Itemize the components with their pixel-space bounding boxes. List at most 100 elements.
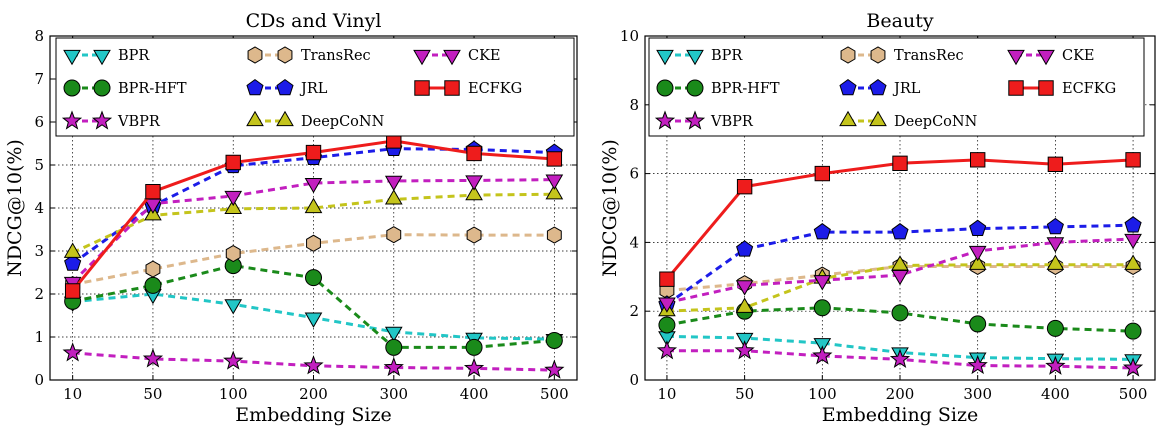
data-point-vbpr bbox=[303, 355, 324, 375]
legend-marker bbox=[684, 110, 706, 130]
x-tick-label: 10 bbox=[63, 385, 82, 403]
legend-box bbox=[55, 37, 575, 137]
series-vbpr bbox=[62, 342, 565, 379]
legend-marker bbox=[869, 78, 887, 96]
legend-box bbox=[648, 37, 1145, 137]
y-tick-label: 6 bbox=[34, 113, 44, 131]
legend-label: VBPR bbox=[710, 114, 754, 130]
chart-title: CDs and Vinyl bbox=[246, 10, 382, 32]
data-point-vbpr bbox=[62, 342, 83, 362]
legend-label: TransRec bbox=[894, 48, 964, 64]
series-deepconn bbox=[658, 254, 1142, 317]
data-point-cke bbox=[465, 175, 483, 191]
data-point-cke bbox=[813, 275, 832, 291]
legend-entry-ecfkg: ECFKG bbox=[1008, 80, 1116, 97]
x-tick-label: 50 bbox=[735, 385, 754, 403]
legend-marker bbox=[1008, 80, 1024, 96]
x-tick-label: 500 bbox=[1119, 385, 1148, 403]
data-point-bpr-hft bbox=[813, 299, 831, 317]
legend-entry-bpr: BPR bbox=[63, 48, 150, 66]
legend-label: ECFKG bbox=[1062, 81, 1116, 97]
legend-marker bbox=[246, 110, 264, 127]
data-point-cke bbox=[304, 177, 323, 194]
data-point-deepconn bbox=[384, 189, 403, 205]
legend: BPR TransRec CKE BPR-HFT JRL ECFKG VBPR DeepCoN… bbox=[648, 37, 1145, 137]
data-point-transrec bbox=[546, 226, 562, 244]
legend-marker bbox=[839, 78, 857, 96]
data-point-bpr-hft bbox=[305, 269, 322, 287]
data-point-bpr-hft bbox=[545, 331, 563, 349]
data-point-ecfkg bbox=[145, 183, 161, 200]
y-axis-label: NDCG@10(%) bbox=[4, 139, 26, 277]
y-tick-label: 5 bbox=[34, 156, 44, 174]
data-point-bpr-hft bbox=[658, 316, 676, 334]
y-tick-label: 4 bbox=[34, 199, 44, 217]
data-point-cke bbox=[658, 297, 676, 313]
y-tick-label: 0 bbox=[34, 371, 44, 389]
y-tick-label: 6 bbox=[629, 165, 639, 183]
series-cke bbox=[658, 233, 1142, 313]
series-ecfkg bbox=[64, 133, 563, 299]
data-point-vbpr bbox=[1045, 355, 1066, 375]
chart-cds-and-vinyl: 10 50 100 200 300 400 500 0 1 2 3 4 5 6 7 8 BPR TransRec C… bbox=[4, 10, 578, 426]
x-axis-label: Embedding Size bbox=[235, 404, 391, 426]
y-tick-label: 4 bbox=[629, 233, 639, 251]
data-point-ecfkg bbox=[305, 144, 322, 161]
data-point-cke bbox=[1124, 233, 1142, 250]
legend-marker bbox=[276, 110, 294, 127]
data-point-cke bbox=[384, 175, 403, 192]
legend-entry-vbpr: VBPR bbox=[61, 110, 161, 130]
data-point-jrl bbox=[1046, 217, 1064, 235]
legend-label: TransRec bbox=[301, 48, 371, 64]
chart-beauty: 10 50 100 200 300 400 500 0 2 4 6 8 10 BPR TransRec CKE… bbox=[599, 10, 1156, 426]
data-point-vbpr bbox=[656, 340, 678, 360]
legend-marker bbox=[840, 46, 856, 64]
data-point-deepconn bbox=[1046, 254, 1065, 270]
data-point-ecfkg bbox=[892, 155, 908, 171]
data-point-transrec bbox=[386, 226, 402, 244]
series-jrl bbox=[658, 216, 1142, 312]
data-point-deepconn bbox=[735, 297, 754, 313]
data-point-deepconn bbox=[465, 184, 483, 201]
legend: BPR TransRec CKE BPR-HFT JRL ECFKG VBPR DeepCoN… bbox=[55, 37, 575, 137]
legend-entry-deepconn: DeepCoNN bbox=[246, 110, 385, 130]
data-point-vbpr bbox=[383, 356, 404, 377]
legend-marker bbox=[246, 78, 264, 96]
data-point-bpr bbox=[384, 326, 403, 343]
legend-marker bbox=[1007, 49, 1025, 66]
legend-label: BPR-HFT bbox=[118, 81, 187, 97]
legend-marker bbox=[93, 79, 111, 97]
legend-entry-bpr-hft: BPR-HFT bbox=[63, 79, 187, 97]
data-point-ecfkg bbox=[64, 283, 81, 299]
legend-marker bbox=[686, 79, 704, 97]
x-tick-label: 400 bbox=[460, 385, 489, 403]
data-point-jrl bbox=[64, 254, 82, 271]
data-point-jrl bbox=[1124, 216, 1142, 233]
y-tick-label: 1 bbox=[34, 328, 44, 346]
data-point-bpr-hft bbox=[1124, 322, 1142, 340]
y-tick-label: 10 bbox=[620, 27, 639, 45]
legend-entry-cke: CKE bbox=[413, 48, 501, 66]
plot-frame bbox=[49, 35, 578, 381]
y-tick-label: 2 bbox=[629, 302, 639, 320]
data-point-vbpr bbox=[967, 354, 988, 375]
y-axis-label: NDCG@10(%) bbox=[599, 139, 621, 277]
data-point-deepconn bbox=[224, 198, 243, 214]
legend-entry-transrec: TransRec bbox=[247, 46, 371, 64]
legend-entry-bpr: BPR bbox=[656, 48, 743, 66]
x-tick-label: 300 bbox=[379, 385, 408, 403]
x-tick-label: 200 bbox=[886, 385, 915, 403]
x-tick-label: 50 bbox=[143, 385, 162, 403]
data-point-ecfkg bbox=[659, 271, 675, 287]
legend-marker bbox=[1038, 80, 1054, 96]
legend-marker bbox=[443, 49, 461, 66]
legend-label: JRL bbox=[299, 81, 328, 97]
data-point-vbpr bbox=[1122, 357, 1144, 377]
data-point-ecfkg bbox=[1047, 156, 1064, 173]
y-tick-label: 0 bbox=[629, 371, 639, 389]
data-point-cke bbox=[224, 190, 243, 207]
series-ecfkg bbox=[659, 152, 1141, 287]
data-point-deepconn bbox=[63, 242, 82, 258]
legend-marker bbox=[413, 49, 431, 66]
data-point-deepconn bbox=[545, 184, 564, 200]
